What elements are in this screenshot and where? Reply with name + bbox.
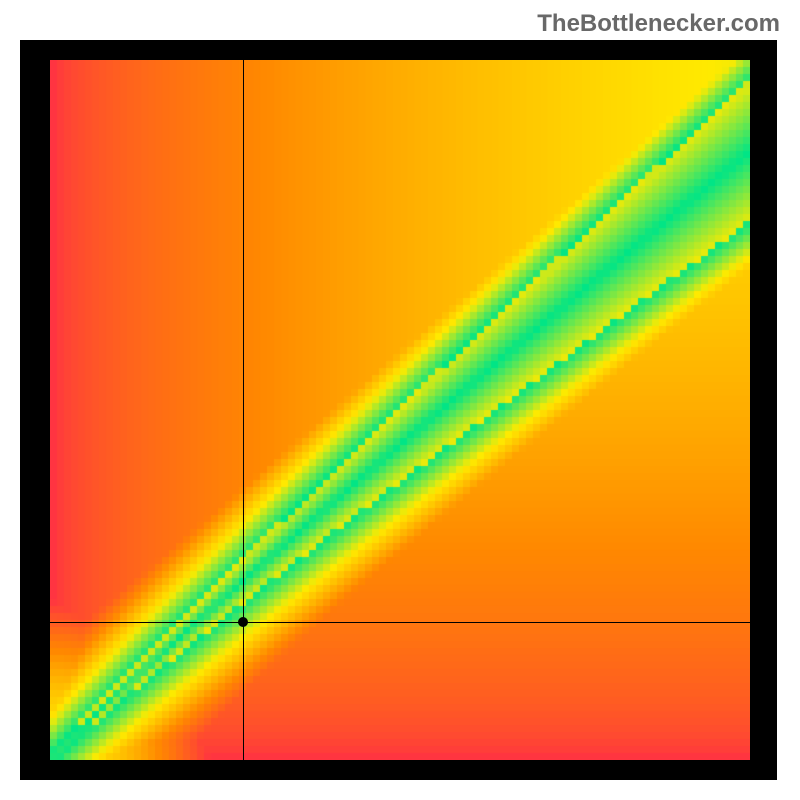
marker-dot: [238, 617, 248, 627]
crosshair-vertical: [243, 60, 244, 760]
heatmap-canvas: [50, 60, 750, 760]
watermark-text: TheBottlenecker.com: [537, 10, 780, 38]
chart-container: TheBottlenecker.com: [0, 0, 800, 800]
chart-frame: [20, 40, 777, 780]
crosshair-horizontal: [50, 622, 750, 623]
